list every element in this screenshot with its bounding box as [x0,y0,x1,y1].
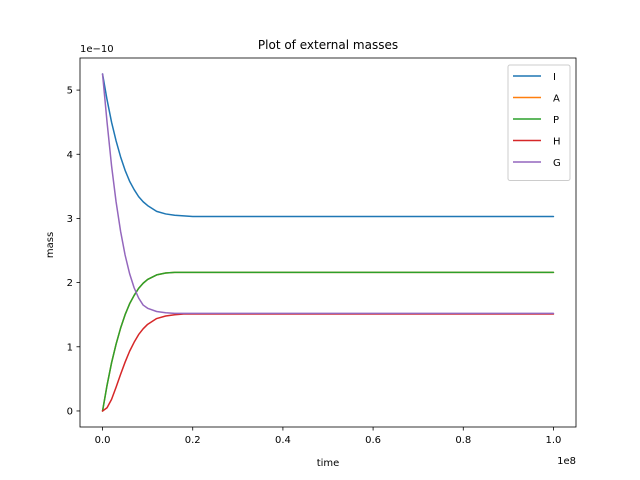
x-tick-label: 0.4 [275,435,291,446]
y-tick-label: 1 [67,342,73,353]
y-tick-label: 4 [67,150,73,161]
x-tick-label: 0.2 [185,435,201,446]
x-axis-label: time [317,458,340,469]
y-axis-label: mass [45,232,56,258]
series-line-i [101,73,555,218]
x-tick-label: 0.8 [455,435,471,446]
y-tick-label: 2 [67,278,73,289]
x-offset-text: 1e8 [557,456,576,467]
series-line-h [101,313,555,412]
legend-label-h: H [553,137,561,148]
axes-frame [79,57,577,428]
series-line-p [101,271,555,412]
x-tick-label: 0.6 [365,435,381,446]
y-tick-label: 5 [67,86,73,97]
chart-title: Plot of external masses [258,38,398,52]
y-tick-label: 0 [67,406,73,417]
legend-label-g: G [553,158,561,169]
series-line-a [101,271,555,412]
y-tick-label: 3 [67,214,73,225]
legend-label-p: P [553,115,559,126]
y-offset-text: 1e−10 [80,44,114,55]
series-line-g [101,73,555,315]
legend-box [507,64,571,181]
x-tick-label: 1.0 [546,435,562,446]
legend-label-a: A [553,94,560,105]
plot-area: 0.0 0.2 0.4 0.6 0.8 1.0 0 1 2 3 4 5 [67,57,577,446]
legend-label-i: I [553,72,556,83]
x-tick-label: 0.0 [95,435,111,446]
